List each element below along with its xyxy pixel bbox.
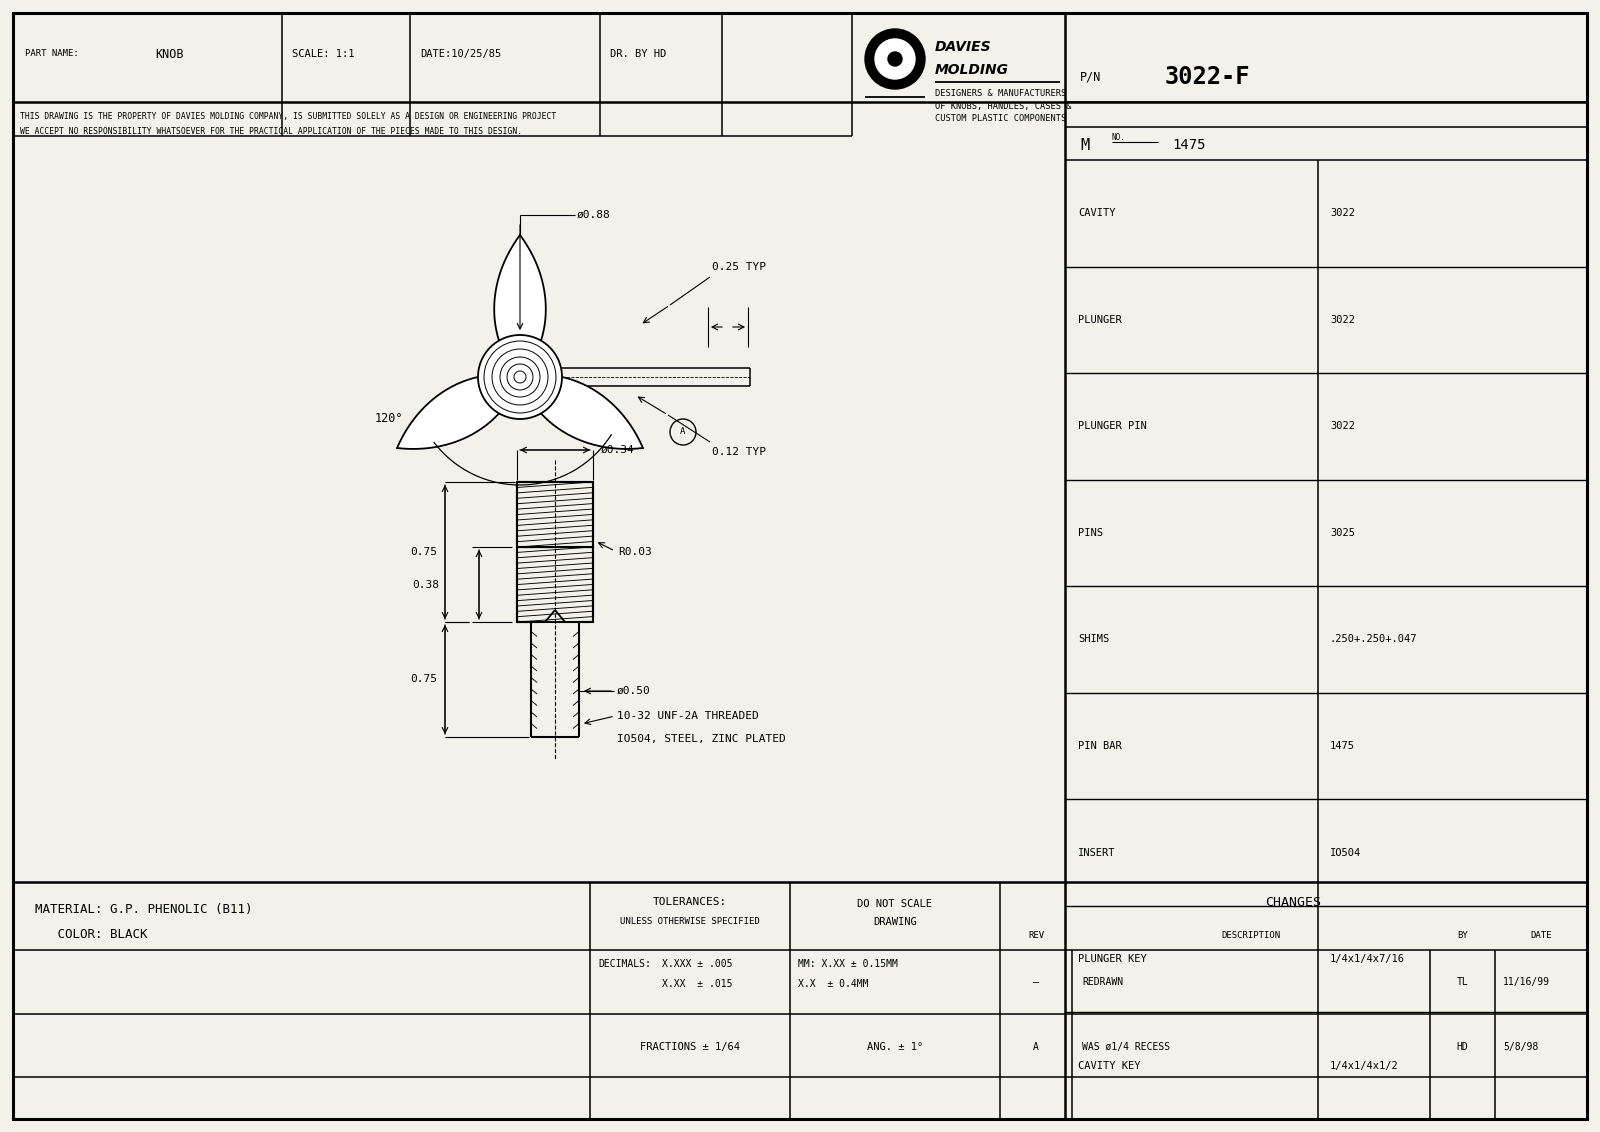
Text: P/N: P/N (1080, 70, 1101, 84)
Text: DR. BY HD: DR. BY HD (610, 49, 666, 59)
Text: PART NAME:: PART NAME: (26, 50, 78, 59)
Text: WE ACCEPT NO RESPONSIBILITY WHATSOEVER FOR THE PRACTICAL APPLICATION OF THE PIEC: WE ACCEPT NO RESPONSIBILITY WHATSOEVER F… (19, 128, 522, 137)
Text: DO NOT SCALE: DO NOT SCALE (858, 899, 933, 909)
Polygon shape (397, 377, 499, 449)
Text: KNOB: KNOB (155, 48, 184, 60)
Circle shape (866, 29, 925, 89)
Text: IO504: IO504 (1330, 848, 1362, 858)
Text: PIN BAR: PIN BAR (1078, 741, 1122, 751)
Text: A: A (1034, 1041, 1038, 1052)
Text: CAVITY: CAVITY (1078, 208, 1115, 218)
Circle shape (875, 38, 915, 79)
Text: 1475: 1475 (1330, 741, 1355, 751)
Text: 0.12 TYP: 0.12 TYP (712, 447, 766, 457)
Polygon shape (541, 377, 643, 449)
Text: MM: X.XX ± 0.15MM: MM: X.XX ± 0.15MM (798, 959, 898, 969)
Text: 3022: 3022 (1330, 315, 1355, 325)
Text: 11/16/99: 11/16/99 (1502, 977, 1550, 987)
Text: TL: TL (1456, 977, 1469, 987)
Text: HD: HD (1456, 1041, 1469, 1052)
Text: ø0.50: ø0.50 (618, 686, 651, 696)
Bar (517, 482, 594, 547)
Text: TOLERANCES:: TOLERANCES: (653, 897, 726, 907)
Text: FRACTIONS ± 1/64: FRACTIONS ± 1/64 (640, 1041, 739, 1052)
Text: X.XX  ± .015: X.XX ± .015 (662, 979, 733, 989)
Text: CAVITY KEY: CAVITY KEY (1078, 1061, 1141, 1071)
Text: REDRAWN: REDRAWN (1082, 977, 1123, 987)
Text: X.XXX ± .005: X.XXX ± .005 (662, 959, 733, 969)
Text: WAS ø1/4 RECESS: WAS ø1/4 RECESS (1082, 1041, 1170, 1052)
Text: 0.75: 0.75 (410, 675, 437, 685)
Text: ANG. ± 1°: ANG. ± 1° (867, 1041, 923, 1052)
Text: 0.75: 0.75 (410, 547, 437, 557)
Text: DATE:10/25/85: DATE:10/25/85 (419, 49, 501, 59)
Text: 5/8/98: 5/8/98 (1502, 1041, 1538, 1052)
Text: PINS: PINS (1078, 528, 1102, 538)
Text: THIS DRAWING IS THE PROPERTY OF DAVIES MOLDING COMPANY, IS SUBMITTED SOLELY AS A: THIS DRAWING IS THE PROPERTY OF DAVIES M… (19, 111, 557, 120)
Text: PLUNGER KEY: PLUNGER KEY (1078, 954, 1147, 964)
Text: SHIMS: SHIMS (1078, 635, 1109, 644)
Text: COLOR: BLACK: COLOR: BLACK (35, 928, 147, 942)
Text: 0.25 TYP: 0.25 TYP (712, 261, 766, 272)
Text: 120°: 120° (374, 412, 403, 426)
Text: 0.38: 0.38 (413, 580, 438, 590)
Text: UNLESS OTHERWISE SPECIFIED: UNLESS OTHERWISE SPECIFIED (621, 918, 760, 926)
Text: X.X  ± 0.4MM: X.X ± 0.4MM (798, 979, 869, 989)
Text: ø0.34: ø0.34 (602, 445, 635, 455)
Text: ø0.88: ø0.88 (578, 211, 611, 220)
Text: –: – (1034, 977, 1038, 987)
Text: DRAWING: DRAWING (874, 917, 917, 927)
Text: 3025: 3025 (1330, 528, 1355, 538)
Text: MATERIAL: G.P. PHENOLIC (B11): MATERIAL: G.P. PHENOLIC (B11) (35, 903, 253, 917)
Text: .250+.250+.047: .250+.250+.047 (1330, 635, 1418, 644)
Bar (517, 547, 594, 621)
Text: DESIGNERS & MANUFACTURERS: DESIGNERS & MANUFACTURERS (934, 88, 1066, 97)
Text: DAVIES: DAVIES (934, 40, 992, 54)
Text: REV: REV (1027, 931, 1045, 940)
Circle shape (478, 335, 562, 419)
Text: DECIMALS:: DECIMALS: (598, 959, 651, 969)
Text: CUSTOM PLASTIC COMPONENTS: CUSTOM PLASTIC COMPONENTS (934, 114, 1066, 123)
Text: INSERT: INSERT (1078, 848, 1115, 858)
Text: 3022-F: 3022-F (1165, 65, 1251, 89)
Text: MOLDING: MOLDING (934, 63, 1010, 77)
Text: 1/4x1/4x1/2: 1/4x1/4x1/2 (1330, 1061, 1398, 1071)
Text: DESCRIPTION: DESCRIPTION (1221, 931, 1280, 940)
Circle shape (888, 52, 902, 66)
Text: 1475: 1475 (1171, 138, 1205, 152)
Text: NO.: NO. (1112, 134, 1126, 143)
Text: OF KNOBS, HANDLES, CASES &: OF KNOBS, HANDLES, CASES & (934, 102, 1072, 111)
Text: DATE: DATE (1530, 931, 1552, 940)
Text: SCALE: 1:1: SCALE: 1:1 (291, 49, 355, 59)
Text: 1/4x1/4x7/16: 1/4x1/4x7/16 (1330, 954, 1405, 964)
Text: A: A (680, 428, 686, 437)
Text: 3022: 3022 (1330, 208, 1355, 218)
Text: PLUNGER PIN: PLUNGER PIN (1078, 421, 1147, 431)
Text: M: M (1080, 137, 1090, 153)
Text: CHANGES: CHANGES (1266, 895, 1322, 909)
Text: 10-32 UNF-2A THREADED: 10-32 UNF-2A THREADED (618, 711, 758, 721)
Text: 3022: 3022 (1330, 421, 1355, 431)
Text: IO504, STEEL, ZINC PLATED: IO504, STEEL, ZINC PLATED (618, 734, 786, 744)
Polygon shape (494, 235, 546, 341)
Text: BY: BY (1458, 931, 1467, 940)
Text: R0.03: R0.03 (618, 547, 651, 557)
Text: PLUNGER: PLUNGER (1078, 315, 1122, 325)
